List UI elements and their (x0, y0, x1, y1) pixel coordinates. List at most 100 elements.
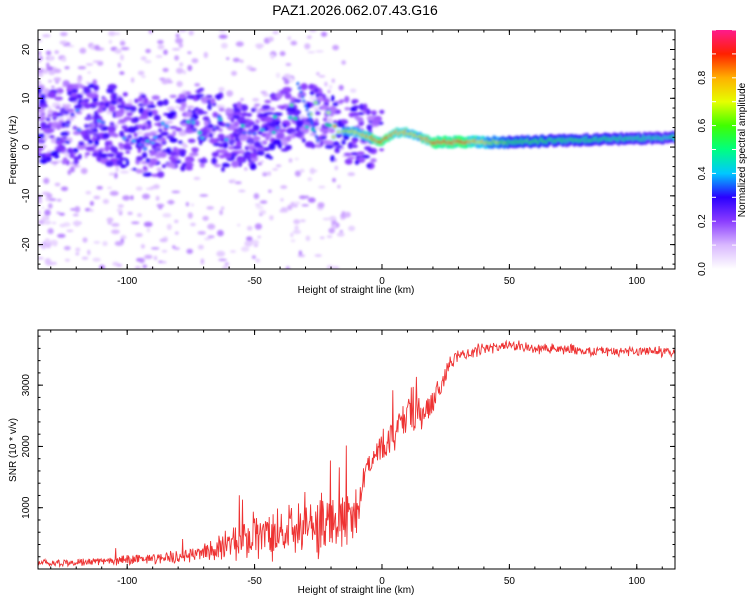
spectrogram-cell (108, 172, 116, 176)
spectrogram-cell (258, 113, 267, 118)
spectrogram-cell (358, 157, 366, 161)
spectrogram-cell (40, 121, 47, 129)
spectrogram-cell (92, 60, 102, 63)
spectrogram-cell (79, 84, 85, 89)
spectrogram-cell (322, 217, 331, 221)
spectrogram-cell (340, 217, 346, 220)
spectrogram-cell (289, 104, 294, 107)
spectrogram-cell (275, 164, 282, 168)
spectrogram-cell (66, 117, 75, 122)
spectrogram-cell (159, 238, 168, 243)
spectrogram-cell (100, 153, 108, 159)
spectrogram-cell (332, 125, 337, 128)
spectrogram-cell (305, 102, 311, 109)
spectrogram-cell (133, 132, 138, 138)
spectrogram-cell (120, 47, 130, 51)
spectrogram-cell (330, 155, 335, 162)
spectrogram-cell (190, 118, 195, 121)
spectrogram-cell (191, 203, 194, 207)
spectrogram-cell (169, 126, 178, 129)
spectrogram-cell (119, 130, 125, 137)
spectrogram-cell (72, 95, 78, 99)
y-tick-label: -20 (21, 237, 32, 252)
spectrogram-cell (263, 147, 271, 152)
spectrogram-cell (85, 146, 95, 152)
spectrogram-cell (256, 150, 265, 156)
spectrogram-cell (221, 206, 225, 210)
spectrogram-cell (105, 145, 109, 153)
spectrogram-cell (140, 143, 145, 147)
spectrogram-cell (73, 156, 80, 161)
spectrogram-cell (244, 124, 249, 127)
spectrogram-cell (329, 215, 337, 221)
spectrogram-cell (267, 171, 271, 177)
spectrogram-cell (280, 148, 289, 152)
spectrogram-cell (370, 158, 377, 163)
spectrogram-cell (171, 190, 181, 194)
spectrogram-cell (268, 143, 276, 151)
spectrogram-cell (330, 95, 335, 102)
spectrogram-cell (191, 58, 199, 64)
spectrogram-cell (188, 30, 194, 36)
spectrogram-cell (341, 124, 346, 128)
spectrogram-cell (259, 210, 267, 215)
spectrogram-cell (96, 186, 103, 190)
spectrogram-cell (326, 235, 333, 239)
spectrogram-cell (283, 73, 292, 79)
spectrogram-cell (175, 127, 183, 132)
spectrogram-cell (214, 164, 222, 168)
spectrogram-cell (57, 198, 62, 202)
spectrogram-cell (52, 117, 57, 120)
spectrogram-cell (265, 153, 271, 159)
y-tick-label: 1000 (21, 496, 32, 519)
spectrogram-cell (143, 168, 149, 172)
spectrogram-cell (307, 112, 311, 116)
spectrogram-cell (185, 91, 192, 96)
spectrogram-cell (102, 97, 108, 102)
spectrogram-cell (65, 106, 69, 110)
spectrogram-cell (109, 122, 114, 125)
spectrogram-cell (153, 255, 158, 261)
spectrogram-cell (199, 162, 205, 168)
spectrogram-cell (156, 203, 165, 208)
spectrogram-cell (247, 144, 255, 150)
spectrogram-cell (42, 34, 51, 38)
spectrogram-cell (315, 50, 324, 53)
y-tick-label: 2000 (21, 435, 32, 458)
spectrogram-cell (89, 201, 94, 206)
spectrogram-cell (80, 167, 88, 175)
spectrogram-cell (294, 132, 303, 138)
spectrogram-cell (137, 213, 142, 218)
spectrogram-cell (66, 229, 74, 232)
spectrogram-cell (246, 236, 253, 242)
spectrogram-cell (193, 176, 201, 180)
spectrogram-cell (217, 229, 224, 237)
spectrogram-cell (93, 241, 101, 244)
spectrogram-cell (162, 261, 167, 264)
spectrogram-cell (284, 92, 292, 100)
spectrogram-cell (175, 37, 183, 44)
spectrogram-cell (264, 99, 272, 104)
spectrogram-cell (175, 67, 184, 74)
spectrogram-cell (327, 89, 331, 94)
spectrogram-cell (138, 136, 144, 141)
spectrogram-cell (289, 77, 294, 83)
spectrogram-cell (104, 140, 110, 148)
spectrogram-cell (94, 139, 99, 146)
spectrogram-cell (128, 99, 133, 105)
spectrogram-cell (187, 65, 193, 71)
spectrogram-cell (38, 111, 42, 116)
spectrogram-cell (115, 152, 124, 156)
spectrogram-cell (285, 266, 290, 269)
spectrogram-cell (318, 75, 326, 78)
spectrogram-cell (293, 219, 301, 225)
spectrogram-cell (83, 134, 91, 141)
spectrogram-cell (108, 31, 116, 37)
spectrogram-cell (285, 63, 292, 66)
spectrogram-cell (53, 153, 60, 159)
spectrogram-cell (169, 137, 178, 143)
spectrogram-cell (156, 100, 164, 107)
spectrogram-cell (202, 116, 210, 121)
spectrogram-cell (45, 128, 55, 133)
